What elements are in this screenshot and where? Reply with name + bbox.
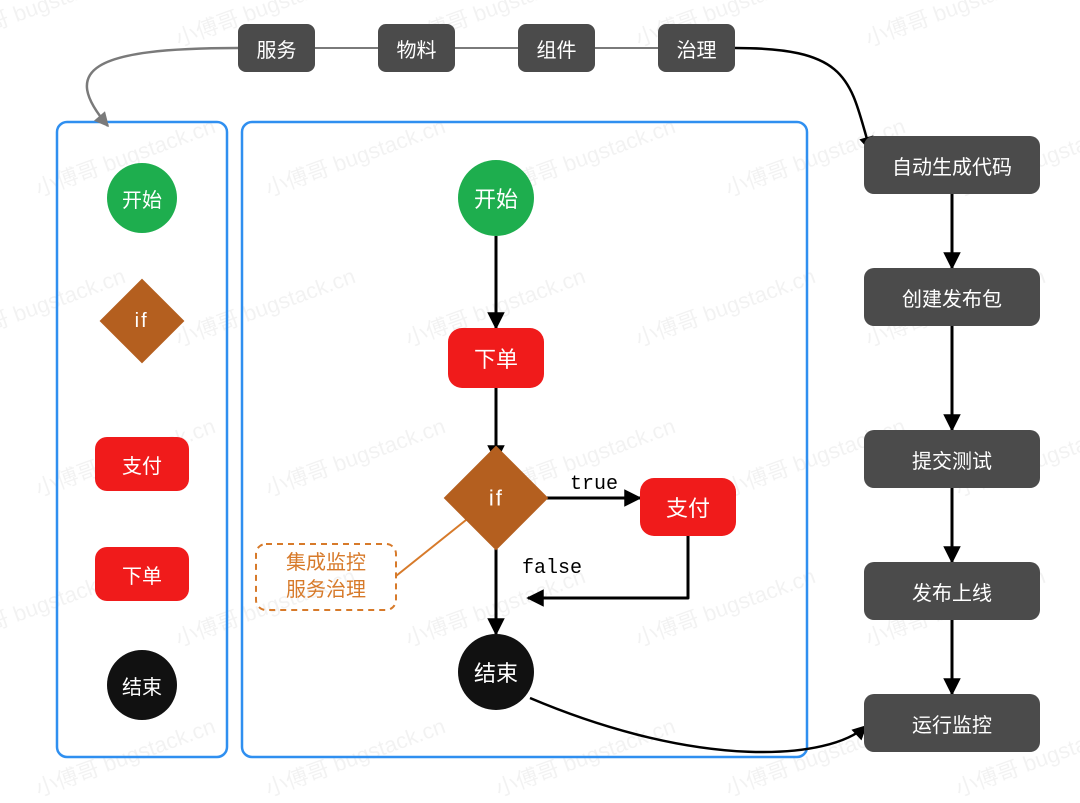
palette-开始[interactable]: 开始 (107, 163, 177, 233)
top-tab-3[interactable]: 治理 (658, 24, 735, 72)
pipeline-step-0[interactable]: 自动生成代码 (864, 136, 1040, 194)
flow-node-pay[interactable]: 支付 (640, 478, 736, 536)
palette-支付[interactable]: 支付 (95, 437, 189, 491)
flow-node-order[interactable]: 下单 (448, 328, 544, 388)
callout-box: 集成监控服务治理 (256, 544, 396, 610)
top-tab-2[interactable]: 组件 (518, 24, 595, 72)
nodes-layer: 服务物料组件治理开始if支付下单结束开始下单if支付结束集成监控服务治理自动生成… (0, 0, 1080, 782)
pipeline-step-3[interactable]: 发布上线 (864, 562, 1040, 620)
pipeline-step-2[interactable]: 提交测试 (864, 430, 1040, 488)
palette-下单[interactable]: 下单 (95, 547, 189, 601)
palette-if[interactable]: if (100, 279, 185, 364)
pipeline-step-4[interactable]: 运行监控 (864, 694, 1040, 752)
top-tab-0[interactable]: 服务 (238, 24, 315, 72)
flow-node-end[interactable]: 结束 (458, 634, 534, 710)
flow-node-start[interactable]: 开始 (458, 160, 534, 236)
top-tab-1[interactable]: 物料 (378, 24, 455, 72)
pipeline-step-1[interactable]: 创建发布包 (864, 268, 1040, 326)
flow-node-if[interactable]: if (444, 446, 549, 551)
palette-结束[interactable]: 结束 (107, 650, 177, 720)
